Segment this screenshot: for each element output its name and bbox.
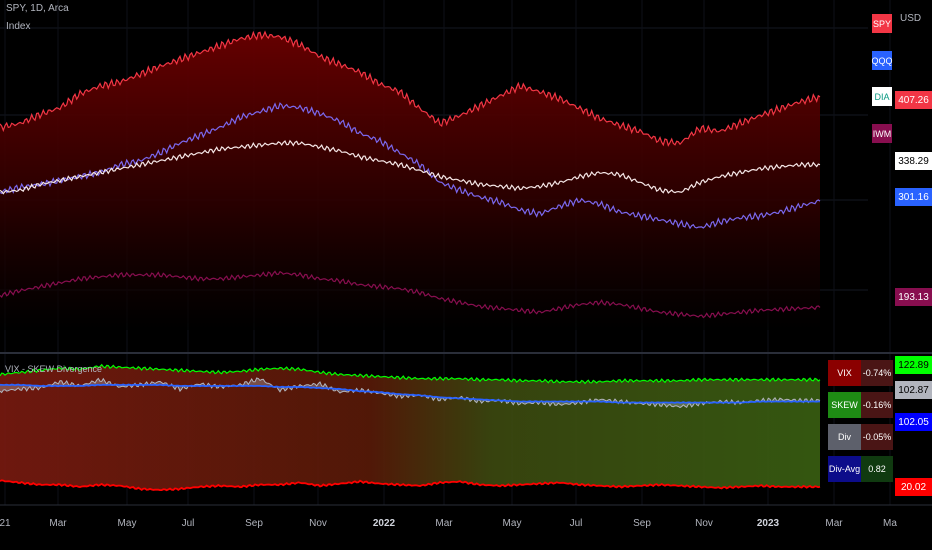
x-tick-label: Jul xyxy=(569,518,583,529)
table-div-label: Div xyxy=(828,424,861,450)
indicator-title: VIX - SKEW Divergence xyxy=(5,364,103,374)
table-skew-label: SKEW xyxy=(828,392,861,418)
tag-skew: 122.89 xyxy=(895,356,932,374)
div-avg-line xyxy=(0,383,820,404)
x-tick-label: Mar xyxy=(435,518,453,529)
x-tick-label: Mar xyxy=(49,518,67,529)
x-tick-label: Mar xyxy=(825,518,843,529)
x-tick-label: Nov xyxy=(695,518,713,529)
x-tick-label: Sep xyxy=(633,518,651,529)
spy-area-fill xyxy=(0,32,820,330)
table-vix-label: VIX xyxy=(828,360,861,386)
iwm-line xyxy=(0,270,821,319)
x-tick-label: Nov xyxy=(309,518,327,529)
tag-divavg: 102.05 xyxy=(895,413,932,431)
table-skew-value: -0.16% xyxy=(861,392,893,418)
div-avg-fill xyxy=(0,378,820,408)
price-tag-iwm: 193.13 xyxy=(895,288,932,306)
vix-line xyxy=(0,479,821,492)
index-label: Index xyxy=(6,21,31,32)
legend-spy: SPY xyxy=(872,14,892,33)
x-tick-label: May xyxy=(117,518,137,529)
legend-dia: DIA xyxy=(872,87,892,106)
x-tick-label: 21 xyxy=(0,518,11,529)
x-tick-label: 2022 xyxy=(372,518,396,529)
table-divavg-value: 0.82 xyxy=(861,456,893,482)
table-divavg-label: Div-Avg xyxy=(828,456,861,482)
skew-line xyxy=(0,363,821,385)
spy-line xyxy=(0,30,821,147)
tag-div: 102.87 xyxy=(895,381,932,399)
symbol-info: SPY, 1D, Arca xyxy=(6,3,69,14)
price-tag-dia: 338.29 xyxy=(895,152,932,170)
price-pane xyxy=(0,30,821,330)
x-tick-label: 2023 xyxy=(756,518,780,529)
legend-iwm: IWM xyxy=(872,124,892,143)
dia-line xyxy=(0,139,821,195)
x-tick-label: Ma xyxy=(883,518,897,529)
price-tag-spy: 407.26 xyxy=(895,91,932,109)
currency-label: USD xyxy=(900,13,922,24)
x-tick-label: Sep xyxy=(245,518,263,529)
price-tag-qqq: 301.16 xyxy=(895,188,932,206)
x-tick-label: Jul xyxy=(181,518,195,529)
table-div-value: -0.05% xyxy=(861,424,893,450)
divergence-band-fill xyxy=(0,364,820,491)
legend-qqq: QQQ xyxy=(872,51,893,70)
table-vix-value: -0.74% xyxy=(861,360,893,386)
indicator-pane xyxy=(0,363,821,492)
tag-vix: 20.02 xyxy=(895,478,932,496)
x-tick-label: May xyxy=(502,518,522,529)
